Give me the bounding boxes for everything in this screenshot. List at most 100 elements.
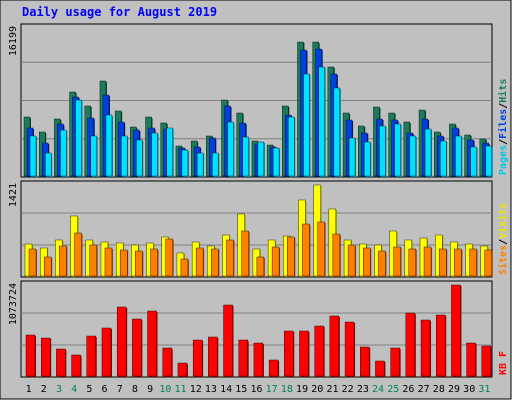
bar-pages-day-14: [227, 121, 234, 177]
legend: KB F: [498, 351, 509, 375]
x-tick-label-26: 26: [402, 384, 414, 395]
bar-kb-f-day-12: [192, 339, 203, 377]
bar-pages-day-23: [364, 141, 371, 177]
bar-sites-day-3: [59, 245, 67, 277]
bar-kb-f-day-26: [405, 312, 416, 377]
bar-pages-day-26: [409, 135, 417, 177]
x-tick-label-7: 7: [117, 384, 123, 395]
bar-sites-day-26: [408, 248, 417, 277]
bar-sites-day-19: [302, 223, 310, 277]
bar-sites-day-11: [180, 258, 189, 277]
bar-pages-day-12: [196, 152, 204, 177]
bar-sites-day-2: [43, 256, 52, 277]
x-tick-label-25: 25: [387, 384, 399, 395]
legend: Pages/Files/Hits: [497, 79, 509, 175]
bar-kb-f-day-7: [116, 306, 127, 377]
bar-pages-day-19: [303, 73, 310, 177]
bar-sites-day-9: [150, 248, 158, 277]
legend-entry: Visits: [497, 203, 509, 239]
bar-sites-day-31: [484, 249, 493, 277]
bar-pages-day-6: [105, 114, 113, 177]
x-tick-label-1: 1: [26, 384, 32, 395]
bar-pages-day-1: [29, 135, 37, 177]
bar-sites-day-15: [241, 230, 249, 277]
bar-pages-day-5: [90, 135, 97, 177]
bar-pages-day-20: [318, 66, 325, 177]
x-tick-label-16: 16: [250, 384, 262, 395]
panel-visits-sites: 1421 Sites/Visits: [8, 180, 509, 278]
bar-kb-f-day-18: [284, 330, 294, 377]
bar-pages-day-29: [455, 135, 462, 177]
bar-sites-day-5: [89, 244, 97, 277]
x-tick-label-4: 4: [71, 384, 77, 395]
bar-pages-day-13: [212, 152, 219, 177]
legend-entry: /: [498, 103, 509, 109]
bar-kb-f-day-19: [299, 330, 309, 377]
bar-pages-day-31: [485, 145, 493, 177]
bar-pages-day-30: [470, 146, 477, 177]
x-tick-label-19: 19: [296, 384, 308, 395]
legend-entry: Files: [497, 109, 509, 139]
x-tick-label-12: 12: [190, 384, 202, 395]
legend-entry: Hits: [497, 79, 509, 103]
bar-pages-day-10: [166, 127, 173, 177]
x-tick-label-6: 6: [102, 384, 108, 395]
bar-sites-day-16: [256, 256, 265, 277]
bar-pages-day-8: [136, 139, 143, 177]
bar-kb-f-day-20: [314, 325, 324, 377]
x-axis-labels: 1 2 3 4 5 6 7 8 9 10 11 12 13 14 15 16 17 18 19 20 21 22 23 24 2…: [26, 384, 491, 395]
bar-sites-day-28: [439, 248, 447, 277]
bar-kb-f-day-27: [420, 319, 431, 377]
legend: Sites/Visits: [497, 203, 509, 275]
bar-pages-day-28: [440, 140, 447, 177]
bar-kb-f-day-30: [466, 342, 476, 377]
x-tick-label-24: 24: [372, 384, 384, 395]
bar-sites-day-21: [332, 233, 341, 277]
bar-sites-day-4: [74, 232, 82, 277]
y-max-label: 1073724: [8, 283, 19, 325]
x-tick-label-14: 14: [220, 384, 232, 395]
bar-sites-day-1: [28, 248, 37, 277]
bar-sites-day-7: [119, 249, 128, 277]
bar-pages-day-16: [257, 141, 265, 177]
bar-sites-day-10: [165, 238, 173, 277]
bar-kb-f-day-4: [71, 354, 81, 377]
bar-kb-f-day-2: [40, 337, 51, 377]
x-tick-label-31: 31: [478, 384, 490, 395]
bar-kb-f-day-1: [25, 334, 36, 377]
bar-sites-day-20: [317, 221, 325, 277]
bar-kb-f-day-17: [268, 359, 279, 377]
x-tick-label-21: 21: [326, 384, 338, 395]
bar-kb-f-day-15: [238, 339, 248, 377]
bar-kb-f-day-10: [162, 347, 172, 377]
bar-pages-day-9: [151, 132, 158, 177]
bar-sites-day-22: [347, 244, 356, 277]
bar-pages-day-2: [44, 152, 52, 177]
bar-pages-day-27: [424, 128, 432, 177]
legend-entry: Pages: [498, 145, 509, 175]
x-tick-label-3: 3: [56, 384, 62, 395]
x-tick-label-22: 22: [342, 384, 354, 395]
legend-entry: /: [498, 139, 509, 145]
bar-kb-f-day-6: [101, 327, 112, 377]
bar-pages-day-18: [288, 116, 295, 177]
bar-kb-f-day-23: [360, 346, 370, 377]
bar-sites-day-6: [104, 247, 113, 277]
x-tick-label-8: 8: [132, 384, 138, 395]
x-tick-label-30: 30: [463, 384, 475, 395]
bar-kb-f-day-9: [147, 310, 157, 377]
chart-title: Daily usage for August 2019: [22, 5, 217, 19]
y-max-label: 16199: [8, 26, 19, 56]
bar-kb-f-day-13: [208, 336, 218, 377]
x-tick-label-10: 10: [159, 384, 171, 395]
bar-pages-day-17: [272, 147, 280, 177]
bar-sites-day-13: [211, 248, 219, 277]
bar-sites-day-17: [271, 246, 280, 277]
x-tick-label-17: 17: [266, 384, 278, 395]
bar-kb-f-day-25: [390, 347, 400, 377]
x-tick-label-23: 23: [357, 384, 369, 395]
bar-pages-day-22: [348, 137, 356, 177]
